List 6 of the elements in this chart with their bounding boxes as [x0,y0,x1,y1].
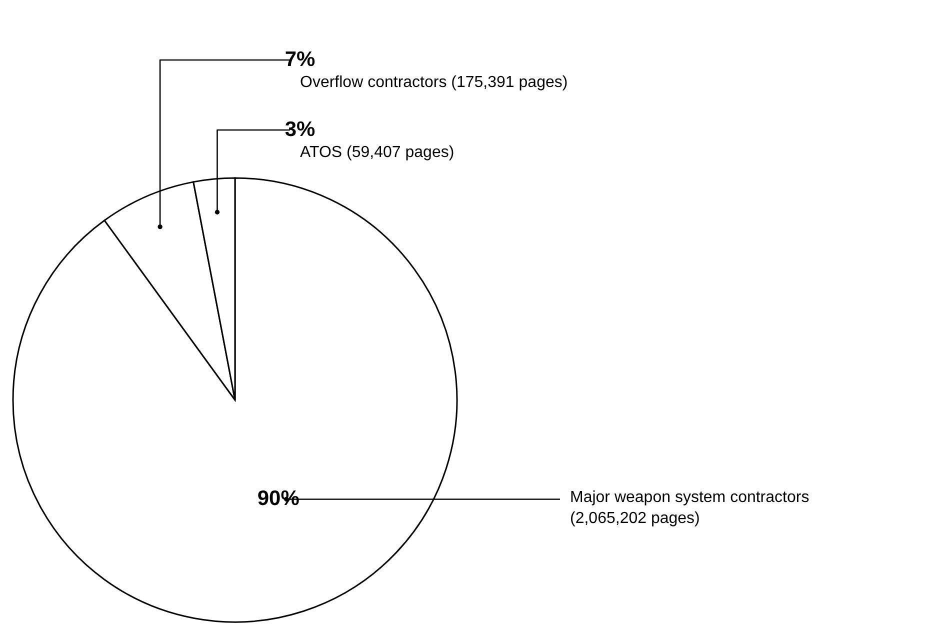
data-label: 3% [284,118,316,141]
data-label: 7% [284,48,316,71]
slice-label: Major weapon system contractors (2,065,202 pages) [570,489,810,528]
slice-label: ATOS (59,407 pages) [300,144,454,161]
slice-label: Overflow contractors (175,391 pages) [300,74,568,91]
data-label: 90% [257,487,300,510]
